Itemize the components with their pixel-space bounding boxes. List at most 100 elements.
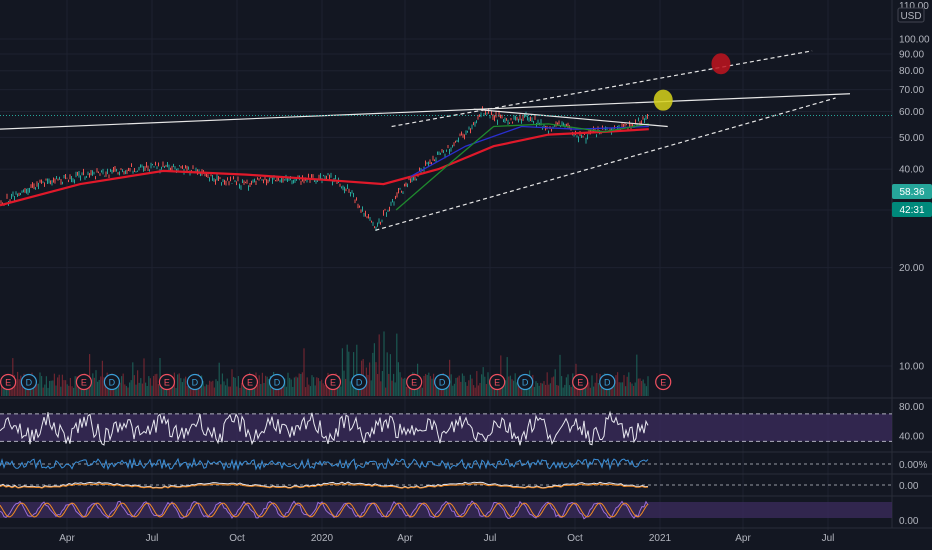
earnings-marker[interactable] [241, 373, 259, 391]
volume-bar [306, 377, 308, 396]
volume-bar [313, 377, 315, 396]
volume-bar [188, 383, 190, 396]
volume-bar [450, 374, 452, 396]
earnings-marker[interactable] [406, 373, 423, 391]
volume-bar [476, 371, 478, 396]
volume-bar [92, 373, 94, 396]
event-marker-label: E [494, 378, 500, 388]
ind3-tick-label: 0.00 [899, 516, 919, 527]
volume-bar [588, 382, 590, 396]
volume-bar [423, 375, 425, 396]
volume-bar [279, 383, 281, 396]
volume-bar [209, 380, 211, 396]
volume-bar [511, 379, 513, 396]
volume-bar [554, 369, 556, 396]
volume-bar [116, 386, 118, 396]
volume-bar [636, 354, 638, 396]
volume-bar [149, 378, 151, 396]
dividend-marker[interactable] [20, 373, 37, 391]
time-tick-label: 2021 [649, 533, 672, 544]
volume-bar [613, 381, 615, 396]
time-tick-label: Oct [567, 533, 583, 544]
volume-bar [397, 362, 399, 396]
volume-bar [135, 384, 137, 396]
earnings-marker[interactable] [75, 373, 93, 391]
volume-bar [97, 381, 99, 396]
volume-bar [71, 386, 73, 396]
event-marker-label: E [5, 378, 11, 388]
ind2-tick-label: 0.00 [899, 481, 919, 492]
volume-bar [301, 372, 303, 396]
volume-bar [439, 385, 441, 396]
dividend-marker[interactable] [434, 373, 451, 391]
volume-bar [53, 373, 55, 396]
time-tick-label: Jul [822, 533, 835, 544]
volume-bar [586, 382, 588, 396]
volume-bar [601, 387, 603, 396]
event-marker-label: D [274, 378, 281, 388]
volume-bar [420, 384, 422, 396]
volume-bar [145, 382, 147, 396]
volume-bar [546, 372, 548, 396]
volume-bar [231, 369, 233, 396]
volume-bar [218, 362, 220, 396]
earnings-marker[interactable] [158, 373, 176, 391]
event-marker-label: E [577, 378, 583, 388]
earnings-marker[interactable] [489, 373, 506, 391]
dividend-marker[interactable] [268, 373, 286, 391]
volume-bar [642, 379, 644, 396]
channel-trend-line[interactable] [391, 50, 813, 128]
top-tick-label: 110.00 [899, 1, 929, 12]
volume-bar [325, 378, 327, 396]
volume-bar [386, 352, 388, 396]
volume-bar [530, 383, 532, 396]
volume-bar [175, 387, 177, 396]
circle-marker[interactable] [653, 89, 673, 111]
volume-bar [540, 382, 542, 396]
volume-bar [260, 384, 262, 396]
volume-bar [292, 386, 294, 396]
earnings-marker[interactable] [324, 373, 342, 391]
dividend-marker[interactable] [351, 373, 368, 391]
volume-bar [324, 385, 326, 396]
volume-bar [122, 373, 124, 396]
volume-bar [580, 386, 582, 396]
earnings-marker[interactable] [655, 373, 672, 391]
timer-badge-text: 42:31 [899, 205, 924, 216]
dividend-marker[interactable] [103, 373, 120, 391]
volume-bar [245, 386, 247, 396]
price-layer [0, 50, 892, 232]
volume-bar [20, 375, 22, 396]
volume-bar [49, 380, 51, 396]
volume-bar [277, 385, 279, 396]
price-tick-label: 80.00 [899, 66, 924, 77]
volume-bar [124, 384, 126, 396]
currency-box[interactable] [897, 7, 925, 23]
channel-trend-line[interactable] [375, 97, 836, 231]
volume-bar [356, 344, 358, 396]
volume-bar [644, 383, 646, 396]
earnings-marker[interactable] [0, 373, 17, 391]
volume-bar [621, 382, 623, 396]
volume-bar [308, 384, 310, 396]
earnings-marker[interactable] [572, 373, 589, 391]
volume-bar [465, 382, 467, 396]
time-axis[interactable]: Apr Jul Oct 2020 Apr Jul Oct 2021 Apr Jul [59, 533, 834, 544]
volume-bar [183, 378, 185, 396]
dividend-marker[interactable] [517, 373, 534, 391]
event-marker-label: D [109, 378, 116, 388]
volume-bar [268, 379, 270, 396]
circle-marker[interactable] [711, 53, 731, 75]
trend-line[interactable] [473, 108, 668, 128]
volume-bar [383, 331, 385, 396]
dividend-marker[interactable] [186, 373, 204, 391]
volume-bar [101, 360, 103, 396]
trend-line[interactable] [0, 93, 851, 130]
volume-bar [295, 376, 297, 396]
volume-bar [285, 386, 287, 396]
volume-bar [482, 367, 484, 396]
dividend-marker[interactable] [599, 373, 616, 391]
volume-bar [541, 383, 543, 396]
